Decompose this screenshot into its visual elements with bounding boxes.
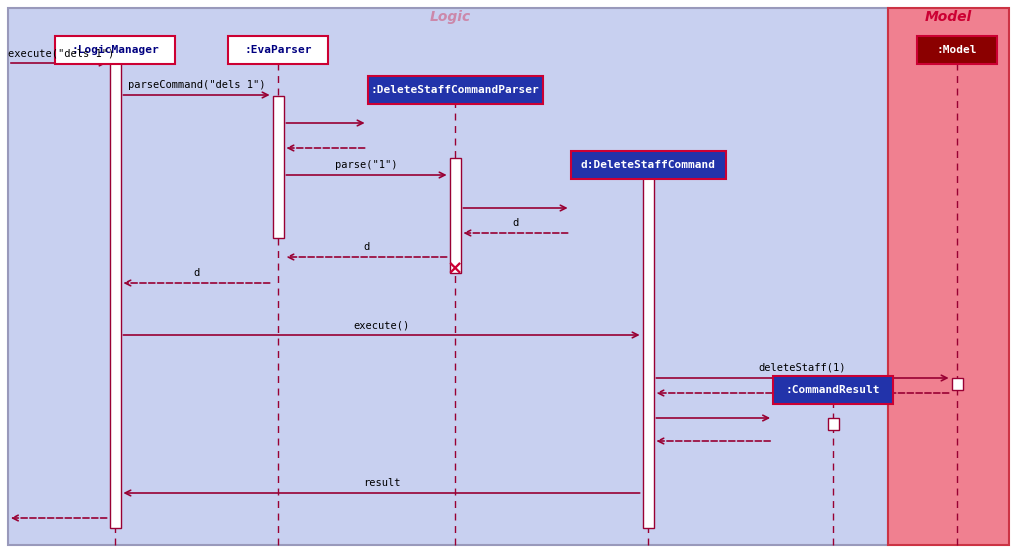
Bar xyxy=(228,36,328,64)
Bar xyxy=(952,378,962,390)
Text: execute(): execute() xyxy=(353,320,410,330)
Bar xyxy=(888,8,1009,545)
Text: deleteStaff(1): deleteStaff(1) xyxy=(759,363,846,373)
Bar xyxy=(273,96,284,238)
Text: execute("dels 1"): execute("dels 1") xyxy=(8,48,114,58)
Bar xyxy=(773,376,893,404)
Bar xyxy=(8,8,888,545)
Bar xyxy=(55,36,175,64)
Text: Logic: Logic xyxy=(429,10,471,24)
Bar xyxy=(450,158,461,273)
Text: Model: Model xyxy=(924,10,971,24)
Bar xyxy=(643,178,654,528)
Bar xyxy=(571,151,725,179)
Text: parseCommand("dels 1"): parseCommand("dels 1") xyxy=(128,80,265,90)
Text: :DeleteStaffCommandParser: :DeleteStaffCommandParser xyxy=(370,85,539,95)
Text: d: d xyxy=(363,242,369,252)
Bar xyxy=(828,418,838,430)
Text: :Model: :Model xyxy=(937,45,977,55)
Text: d:DeleteStaffCommand: d:DeleteStaffCommand xyxy=(581,160,716,170)
Bar xyxy=(367,76,542,104)
Text: parse("1"): parse("1") xyxy=(336,160,398,170)
Text: d: d xyxy=(513,218,519,228)
Text: :EvaParser: :EvaParser xyxy=(244,45,312,55)
Text: ×: × xyxy=(446,259,463,279)
Bar xyxy=(110,63,120,528)
Text: :LogicManager: :LogicManager xyxy=(71,45,159,55)
Text: result: result xyxy=(363,478,401,488)
Text: d: d xyxy=(193,268,199,278)
Text: :CommandResult: :CommandResult xyxy=(786,385,881,395)
Bar xyxy=(917,36,997,64)
